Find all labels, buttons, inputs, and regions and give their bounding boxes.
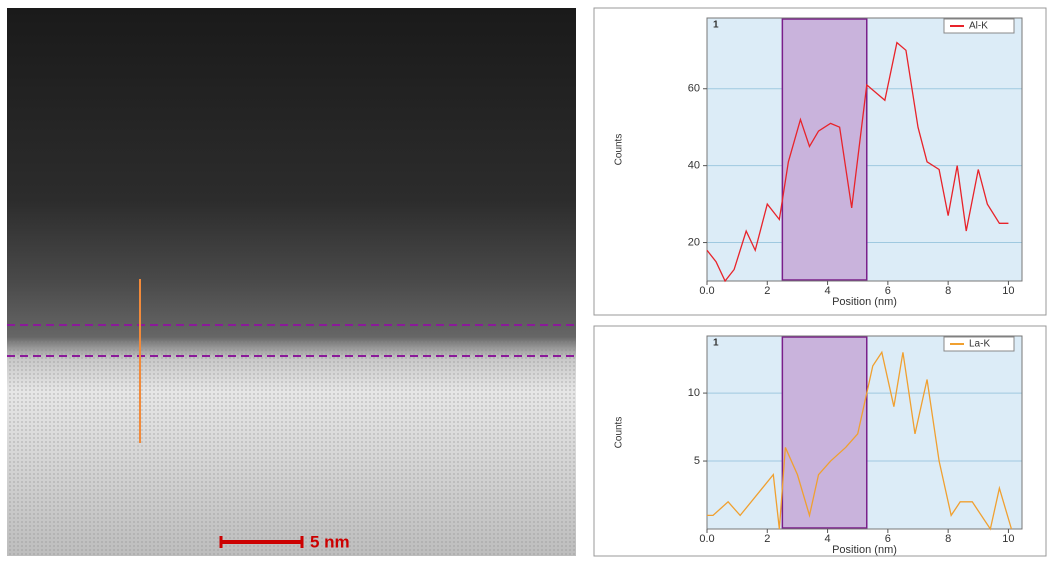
y-tick-label: 40 — [688, 160, 700, 172]
x-tick-label: 0.0 — [699, 285, 714, 297]
x-tick-label: 4 — [825, 285, 831, 297]
x-tick-label: 10 — [1002, 533, 1014, 545]
figure: 5 nm 2040600.0246810Position (nm)Counts1… — [0, 0, 1048, 557]
x-tick-label: 0.0 — [699, 533, 714, 545]
panel-label: 1 — [713, 338, 719, 349]
x-tick-label: 2 — [764, 533, 770, 545]
y-tick-label: 10 — [688, 387, 700, 399]
x-tick-label: 4 — [825, 533, 831, 545]
highlight-band — [782, 19, 866, 280]
tem-image: 5 nm — [7, 8, 576, 556]
x-axis-label: Position (nm) — [832, 544, 897, 556]
scale-bar-label: 5 nm — [310, 532, 350, 551]
highlight-band — [782, 337, 866, 528]
y-tick-label: 5 — [694, 455, 700, 467]
y-tick-label: 60 — [688, 83, 700, 95]
x-tick-label: 2 — [764, 285, 770, 297]
x-axis-label: Position (nm) — [832, 296, 897, 308]
x-tick-label: 10 — [1002, 285, 1014, 297]
x-tick-label: 8 — [945, 533, 951, 545]
y-tick-label: 20 — [688, 236, 700, 248]
legend-label: La-K — [969, 339, 990, 350]
legend-label: Al-K — [969, 21, 988, 32]
x-tick-label: 8 — [945, 285, 951, 297]
y-axis-label: Counts — [614, 134, 625, 166]
y-axis-label: Counts — [614, 417, 625, 449]
panel-label: 1 — [713, 20, 719, 31]
